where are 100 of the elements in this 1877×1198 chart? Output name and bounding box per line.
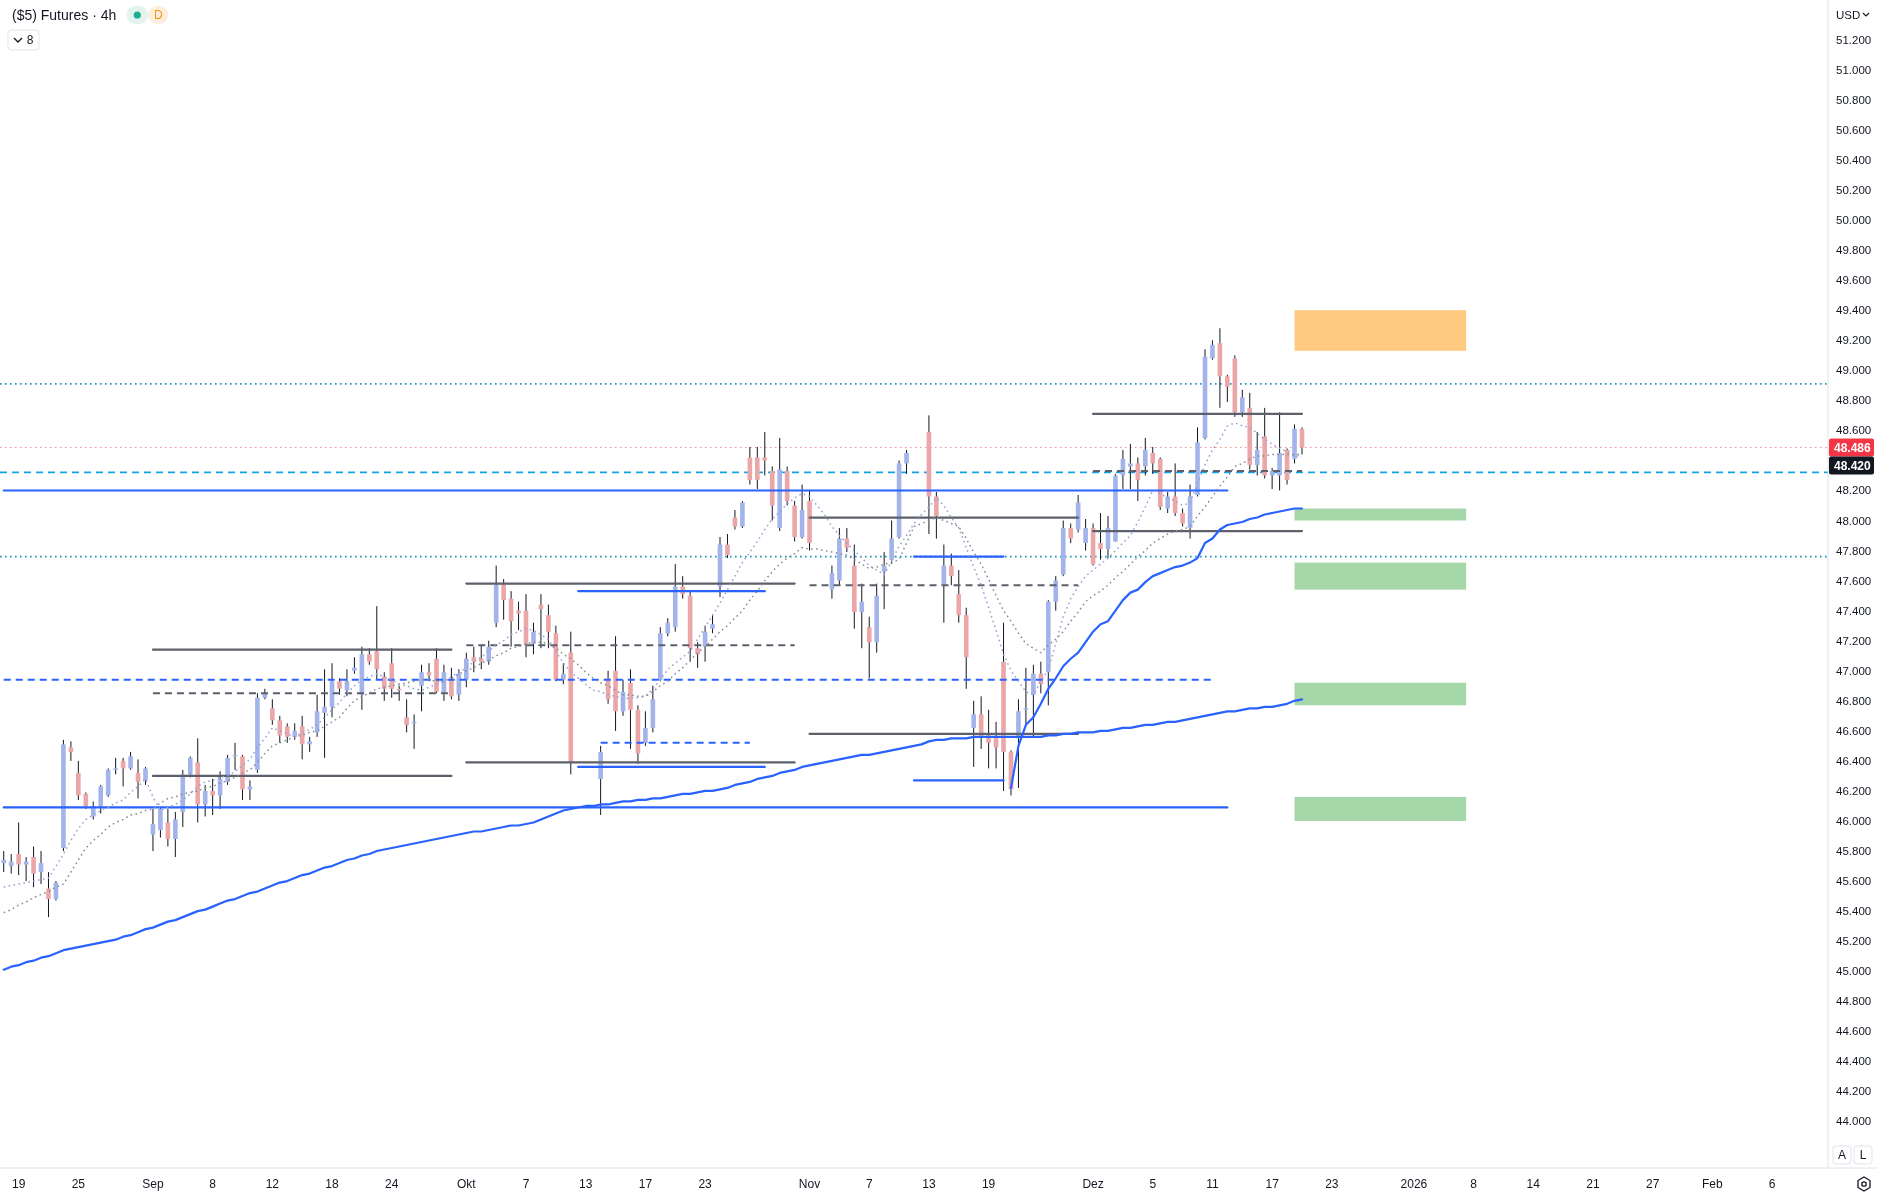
x-tick-label: 8: [209, 1177, 217, 1191]
y-tick-label: 44.600: [1836, 1025, 1872, 1038]
y-tick-label: 44.400: [1836, 1055, 1872, 1068]
candlestick: [270, 698, 275, 726]
y-tick-label: 44.000: [1836, 1115, 1872, 1128]
x-tick-label: 25: [71, 1177, 86, 1191]
text: 48.420: [1834, 458, 1872, 473]
candlestick: [1023, 667, 1029, 726]
y-tick-label: 45.800: [1836, 845, 1872, 858]
x-tick-label: 21: [1586, 1177, 1600, 1191]
candlestick: [31, 846, 36, 888]
candlestick: [501, 578, 506, 621]
candlestick: [16, 821, 21, 876]
candlestick: [1068, 523, 1073, 544]
candlestick: [531, 622, 536, 655]
x-tick-label: 19: [981, 1177, 996, 1191]
x-tick-label: 23: [698, 1177, 713, 1191]
candlestick: [374, 605, 380, 681]
y-tick-label: 48.200: [1836, 484, 1872, 497]
candlestick: [486, 640, 492, 666]
y-tick-label: 49.800: [1836, 244, 1872, 257]
y-tick-label: 49.600: [1836, 274, 1872, 287]
candlestick: [464, 652, 469, 688]
candlestick: [546, 604, 551, 649]
candlestick: [934, 491, 939, 540]
candlestick: [859, 583, 865, 649]
candlestick: [725, 533, 730, 559]
candlestick: [143, 766, 148, 786]
candlestick: [98, 784, 104, 814]
x-tick-label: 19: [11, 1177, 26, 1191]
candlestick: [1150, 446, 1156, 475]
x-tick-label: Sep: [142, 1177, 164, 1191]
candlestick: [449, 667, 454, 700]
x-tick-label: Nov: [798, 1177, 821, 1191]
candlestick: [8, 853, 14, 875]
y-tick-label: 47.200: [1836, 634, 1872, 647]
text: ($5) Futures · 4h: [12, 7, 117, 23]
candlestick: [68, 740, 74, 762]
candlestick: [904, 449, 909, 475]
candlestick: [478, 644, 484, 670]
candlestick: [419, 664, 424, 712]
candlestick: [755, 446, 760, 490]
text: A: [1837, 1148, 1847, 1162]
candlestick: [1142, 437, 1148, 476]
candlestick: [404, 698, 409, 733]
candlestick: [1254, 431, 1260, 476]
y-tick-label: 47.800: [1836, 544, 1872, 557]
y-tick-label: 46.000: [1836, 814, 1872, 827]
annotation: D: [153, 8, 163, 22]
y-tick-label: 45.000: [1836, 965, 1872, 978]
x-tick-label: 17: [1265, 1177, 1280, 1191]
candlestick: [471, 646, 477, 673]
candlestick: [284, 722, 290, 744]
candlestick: [1277, 411, 1282, 491]
candlestick: [1053, 575, 1059, 612]
candlestick: [710, 614, 715, 634]
candlestick: [516, 601, 521, 631]
x-tick-label: 24: [385, 1177, 399, 1191]
annotation: 8: [26, 33, 34, 47]
y-tick-label: 45.400: [1836, 905, 1872, 918]
candlestick: [762, 431, 768, 476]
candlestick: [889, 520, 894, 565]
candlestick: [665, 617, 671, 637]
y-tick-label: 50.400: [1836, 153, 1872, 166]
candlestick: [277, 715, 283, 744]
y-tick-label: 48.000: [1836, 514, 1872, 527]
y-tick-label: 45.600: [1836, 875, 1872, 888]
candlestick: [322, 668, 327, 759]
y-tick-label: 50.000: [1836, 214, 1872, 227]
candlestick: [1083, 518, 1088, 552]
y-tick-label: 46.400: [1836, 754, 1872, 767]
x-tick-label: 18: [325, 1177, 340, 1191]
candlestick: [866, 616, 872, 679]
x-tick-label: Dez: [1082, 1177, 1104, 1191]
x-tick-label: 12: [265, 1177, 280, 1191]
candlestick: [1180, 508, 1185, 528]
y-tick-label: 48.600: [1836, 424, 1872, 437]
x-tick-label: 14: [1526, 1177, 1541, 1191]
candlestick: [956, 569, 962, 624]
candlestick: [1031, 664, 1036, 738]
y-tick-label: 46.200: [1836, 784, 1872, 797]
x-tick-label: 8: [1470, 1177, 1478, 1191]
y-tick-label: 50.800: [1836, 93, 1872, 106]
candlestick: [46, 871, 51, 918]
x-tick-label: 23: [1325, 1177, 1339, 1191]
x-tick-label: 7: [522, 1177, 530, 1191]
y-tick-label: 49.200: [1836, 334, 1872, 347]
y-tick-label: 50.200: [1836, 184, 1872, 197]
x-tick-label: 27: [1645, 1177, 1660, 1191]
candlestick: [1210, 339, 1215, 361]
y-tick-label: 44.200: [1836, 1085, 1872, 1098]
x-tick-label: 13: [922, 1177, 936, 1191]
candlestick: [1225, 374, 1230, 403]
candlestick: [643, 710, 648, 747]
candlestick: [1098, 512, 1103, 561]
y-tick-label: 51.200: [1836, 33, 1872, 46]
candlestick: [158, 806, 163, 838]
x-tick-label: 6: [1768, 1177, 1776, 1191]
x-tick-label: 7: [865, 1177, 873, 1191]
y-tick-label: 49.000: [1836, 364, 1872, 377]
